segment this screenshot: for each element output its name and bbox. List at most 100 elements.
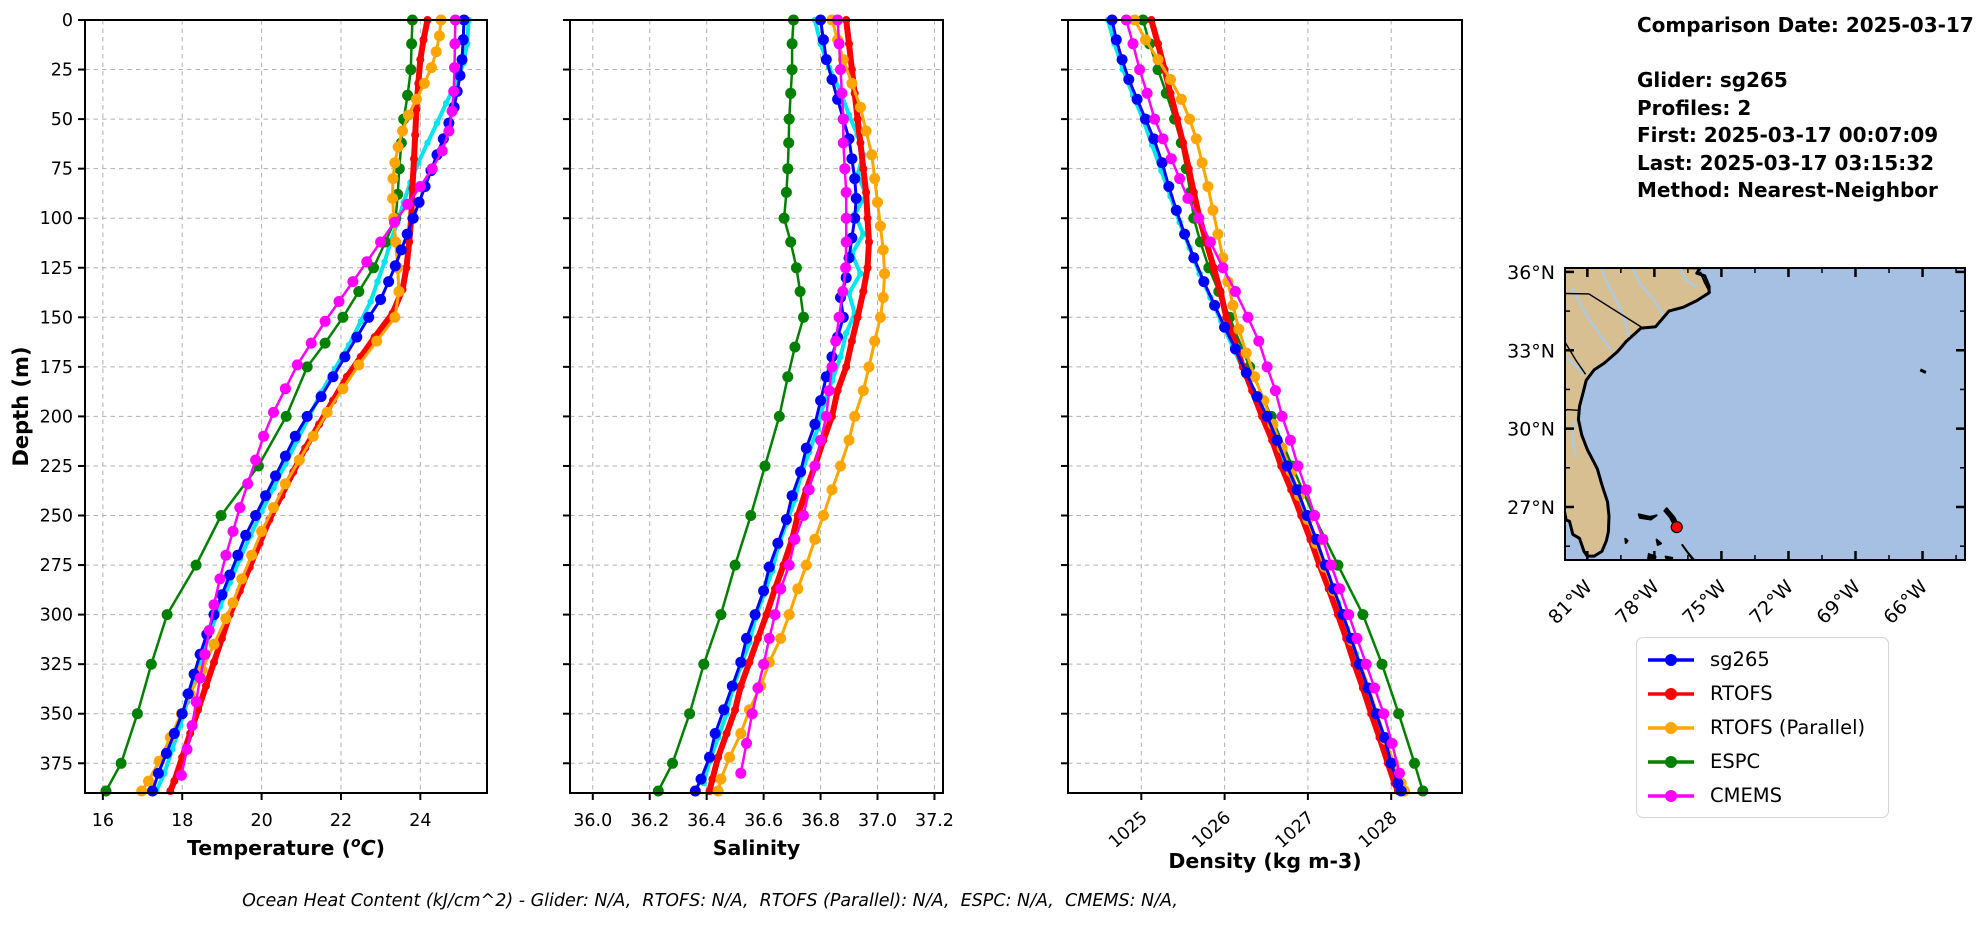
data-point-marker: [216, 589, 228, 601]
data-point-marker: [131, 708, 143, 720]
legend-label: ESPC: [1710, 750, 1761, 773]
data-point-marker: [448, 85, 460, 97]
y-tick-label: 25: [51, 61, 73, 81]
info-block: Comparison Date: 2025-03-17 Glider: sg26…: [1637, 12, 1974, 205]
profiles-count: Profiles: 2: [1637, 95, 1752, 120]
x-tick-label: 20: [250, 811, 272, 831]
data-point-marker: [1157, 133, 1169, 145]
data-point-marker: [190, 559, 202, 571]
series-line: [657, 18, 805, 793]
legend-swatch-line-dot-icon: [1648, 653, 1694, 666]
data-point-marker: [234, 502, 246, 514]
data-point-marker: [1165, 74, 1176, 85]
data-point-marker: [208, 599, 220, 611]
x-tick-label: 18: [171, 811, 193, 831]
data-point-marker: [1156, 157, 1168, 169]
data-point-marker: [395, 244, 407, 256]
map-state-border: [1565, 340, 1587, 375]
data-point-marker: [1409, 757, 1420, 769]
data-point-marker: [411, 131, 420, 139]
data-point-marker: [762, 610, 771, 619]
data-point-marker: [826, 484, 838, 496]
data-point-marker: [401, 228, 413, 240]
data-point-marker: [1395, 785, 1407, 797]
data-point-marker: [790, 262, 802, 274]
data-point-marker: [203, 625, 215, 636]
data-point-marker: [839, 163, 851, 175]
data-point-marker: [863, 214, 872, 223]
data-point-marker: [833, 311, 845, 323]
data-point-marker: [333, 296, 345, 307]
ocean-heat-content-note: Ocean Heat Content (kJ/cm^2) - Glider: N…: [242, 891, 1178, 911]
data-point-marker: [840, 186, 852, 198]
data-point-marker: [246, 549, 258, 561]
data-point-marker: [652, 785, 664, 797]
data-point-marker: [1163, 181, 1175, 192]
data-point-marker: [741, 737, 752, 749]
series-line: [716, 18, 887, 793]
data-point-marker: [869, 173, 881, 185]
x-tick-label: 1028: [1355, 808, 1401, 853]
map-outer-banks: [1699, 271, 1712, 294]
info-spacer: [1637, 40, 1974, 68]
data-point-marker: [860, 125, 872, 137]
data-point-marker: [170, 777, 179, 786]
map-island: [1681, 543, 1696, 560]
data-point-marker: [1251, 391, 1263, 403]
data-point-marker: [746, 708, 758, 720]
data-point-marker: [704, 751, 715, 763]
data-point-marker: [319, 315, 331, 327]
data-point-marker: [667, 757, 678, 769]
x-tick-label: 37.2: [915, 811, 954, 831]
legend-item-rtofs-parallel: RTOFS (Parallel): [1646, 715, 1872, 740]
data-point-marker: [402, 89, 414, 101]
map-island: [1655, 538, 1663, 546]
data-point-marker: [854, 101, 866, 113]
map-lat-tick-label: 33°N: [1507, 340, 1555, 362]
data-point-marker: [879, 268, 891, 280]
data-point-marker: [1188, 252, 1200, 264]
data-point-marker: [270, 470, 281, 482]
map-lon-tick-label: 81°W: [1544, 576, 1597, 629]
data-point-marker: [785, 87, 797, 99]
data-point-marker: [1209, 263, 1218, 272]
legend-item-sg265: sg265: [1646, 647, 1872, 672]
location-map: 36°N 33°N 30°N 27°N 81°W 78°W 75°W 72°W 69°W 66°W: [1507, 262, 1966, 629]
data-point-marker: [433, 119, 441, 127]
glider-location-marker: [1670, 520, 1683, 534]
data-point-marker: [1269, 385, 1281, 397]
data-point-marker: [305, 337, 317, 349]
data-point-marker: [347, 276, 359, 288]
data-point-marker: [1222, 313, 1231, 322]
data-point-marker: [782, 371, 794, 383]
data-point-marker: [168, 728, 180, 739]
data-point-marker: [416, 55, 425, 64]
data-point-marker: [849, 212, 861, 224]
series-line: [701, 18, 869, 786]
last-profile-time: Last: 2025-03-17 03:15:32: [1637, 150, 1935, 175]
legend-label: CMEMS: [1710, 784, 1782, 807]
data-point-marker: [735, 728, 747, 739]
data-point-marker: [227, 597, 239, 609]
map-river: [1565, 352, 1585, 375]
data-point-marker: [718, 704, 730, 716]
series-line: [104, 18, 414, 793]
legend: sg265 RTOFS RTOFS (Parallel) ESPC CMEMS: [1636, 637, 1889, 818]
data-point-marker: [301, 410, 313, 422]
data-point-marker: [456, 54, 468, 66]
series-line: [167, 17, 431, 794]
legend-swatch-line-dot-icon: [1648, 755, 1694, 768]
data-point-marker: [786, 38, 798, 50]
data-point-marker: [715, 773, 727, 785]
x-tick-label: 36.4: [687, 811, 726, 831]
data-point-marker: [809, 460, 821, 472]
data-point-marker: [210, 658, 218, 667]
data-point-marker: [1182, 192, 1194, 204]
data-point-marker: [850, 192, 862, 204]
data-point-marker: [835, 460, 846, 472]
data-point-marker: [1351, 632, 1363, 644]
data-point-marker: [176, 708, 188, 720]
data-point-marker: [410, 154, 418, 163]
legend-swatch-line-dot-icon: [1648, 687, 1694, 700]
